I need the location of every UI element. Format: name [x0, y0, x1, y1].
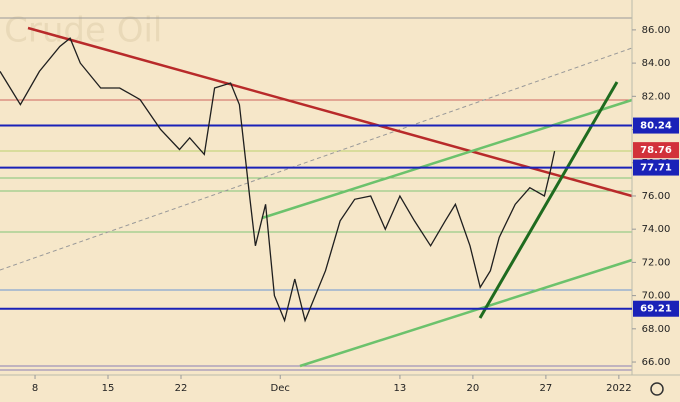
- x-tick-label: 8: [32, 383, 38, 394]
- x-tick-label: 2022: [606, 383, 631, 394]
- channel-line: [299, 258, 633, 368]
- support-line: [478, 81, 619, 319]
- price-label: 77.71: [640, 163, 672, 174]
- x-tick-label: 22: [175, 383, 188, 394]
- price-label-box: [633, 300, 679, 317]
- watermark: t Crude Oil: [0, 11, 162, 51]
- price-label: 69.21: [640, 304, 672, 315]
- x-tick-label: 13: [394, 383, 407, 394]
- y-tick-label: 68.00: [642, 324, 671, 335]
- settings-icon[interactable]: [650, 382, 664, 396]
- price-label: 80.24: [640, 121, 672, 132]
- y-tick-label: 76.00: [642, 191, 671, 202]
- price-label-box: [633, 117, 679, 134]
- y-tick-label: 86.00: [642, 25, 671, 36]
- x-tick-label: 15: [102, 383, 115, 394]
- y-tick-label: 66.00: [642, 357, 671, 368]
- x-tick-label: 20: [467, 383, 480, 394]
- y-tick-label: 84.00: [642, 58, 671, 69]
- price-label-box: [633, 142, 679, 159]
- price-label: 78.76: [640, 145, 672, 156]
- y-tick-label: 70.00: [642, 291, 671, 302]
- channel-line: [261, 98, 633, 220]
- y-tick-label: 72.00: [642, 257, 671, 268]
- y-tick-label: 82.00: [642, 91, 671, 102]
- x-tick-label: 27: [540, 383, 553, 394]
- x-tick-label: Dec: [271, 383, 290, 394]
- price-line: [0, 37, 556, 323]
- price-label-box: [633, 159, 679, 176]
- y-tick-label: 74.00: [642, 224, 671, 235]
